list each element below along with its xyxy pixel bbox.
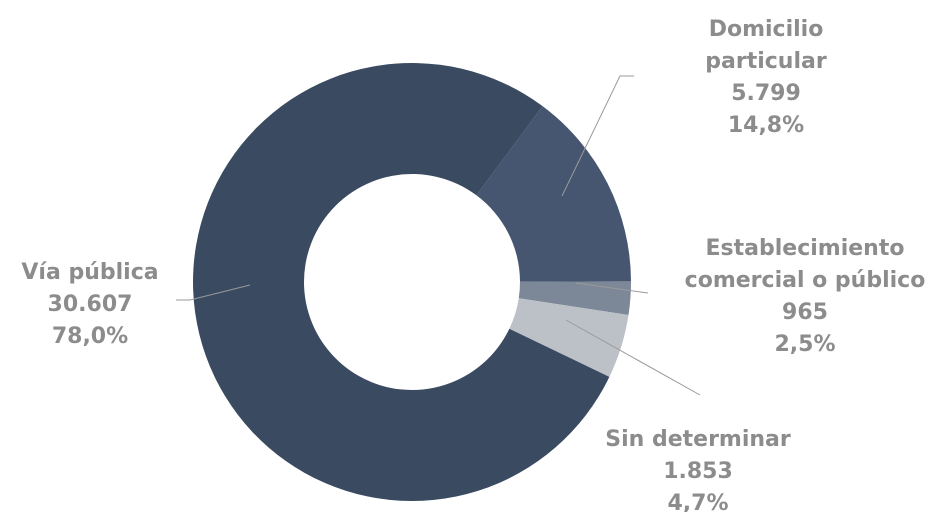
slice-via-publica (193, 63, 610, 502)
label-establecimiento-comercial-o-publico-percent: 2,5% (774, 332, 835, 357)
label-via-publica-percent: 78,0% (52, 324, 128, 349)
label-establecimiento-comercial-o-publico: Establecimiento comercial o público 965 2,5… (685, 236, 926, 357)
label-sin-determinar-value: 1.853 (663, 459, 733, 484)
leader-lines (176, 75, 701, 396)
label-via-publica-name-line: Vía pública (21, 260, 158, 285)
slice-establecimiento-comercial-o-publico (518, 281, 632, 316)
slice-sin-determinar (509, 298, 629, 377)
slice-labels: Domicilio particular 5.799 14,8% Establecimi… (21, 17, 925, 512)
label-domicilio-particular-percent: 14,8% (728, 113, 804, 138)
label-establecimiento-comercial-o-publico-value: 965 (782, 300, 828, 325)
leader-line-establecimiento-comercial-o-publico (575, 282, 649, 294)
label-sin-determinar-name-line: Sin determinar (605, 427, 791, 452)
label-sin-determinar-percent: 4,7% (667, 491, 728, 512)
label-domicilio-particular: Domicilio particular 5.799 14,8% (705, 17, 827, 138)
label-via-publica: Vía pública 30.607 78,0% (21, 260, 158, 349)
label-establecimiento-comercial-o-publico-name-line: Establecimiento (706, 236, 905, 261)
slice-domicilio-particular (476, 106, 631, 282)
label-via-publica-value: 30.607 (48, 292, 133, 317)
label-domicilio-particular-name-line: particular (705, 49, 827, 74)
donut-slices (193, 63, 632, 502)
label-domicilio-particular-value: 5.799 (731, 81, 801, 106)
label-domicilio-particular-name-line: Domicilio (709, 17, 824, 42)
label-sin-determinar: Sin determinar 1.853 4,7% (605, 427, 791, 512)
leader-line-sin-determinar (565, 319, 701, 396)
leader-line-via-publica (176, 284, 251, 301)
leader-line-domicilio-particular (561, 75, 634, 197)
label-establecimiento-comercial-o-publico-name-line: comercial o público (685, 268, 926, 293)
